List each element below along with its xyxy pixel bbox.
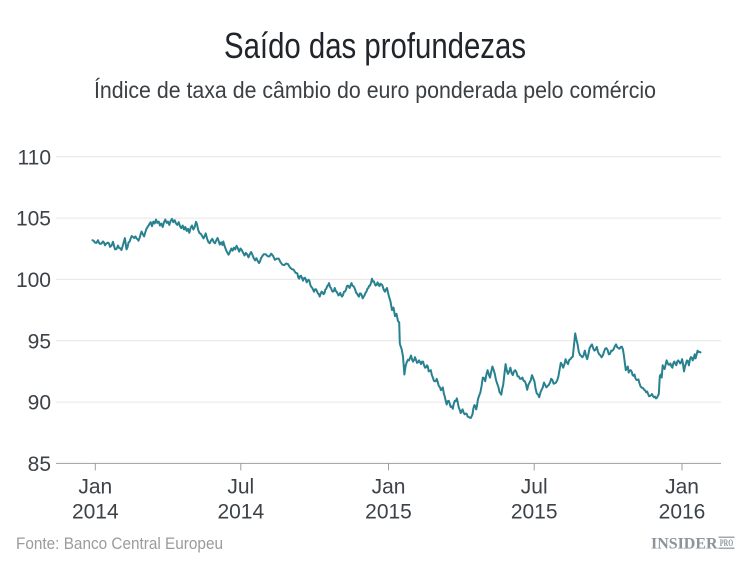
svg-text:PRO: PRO (720, 538, 734, 548)
svg-text:INSIDER: INSIDER (651, 536, 718, 553)
svg-text:85: 85 (28, 453, 51, 476)
svg-text:Jul: Jul (521, 476, 548, 499)
svg-text:90: 90 (28, 392, 51, 415)
svg-text:Jan: Jan (665, 476, 699, 499)
svg-text:Jan: Jan (78, 476, 112, 499)
svg-text:Índice de taxa de câmbio do eu: Índice de taxa de câmbio do euro pondera… (94, 77, 656, 103)
svg-text:95: 95 (28, 330, 51, 353)
svg-text:2015: 2015 (511, 500, 558, 523)
svg-text:110: 110 (18, 146, 51, 169)
svg-text:2015: 2015 (365, 500, 412, 523)
svg-text:Jul: Jul (227, 476, 254, 499)
svg-text:Jan: Jan (372, 476, 406, 499)
svg-text:105: 105 (16, 208, 51, 231)
svg-text:Saído das profundezas: Saído das profundezas (224, 25, 526, 66)
svg-text:2016: 2016 (659, 500, 706, 523)
svg-text:Fonte: Banco Central Europeu: Fonte: Banco Central Europeu (16, 534, 223, 553)
svg-text:100: 100 (16, 269, 51, 292)
svg-text:2014: 2014 (217, 500, 264, 523)
svg-text:2014: 2014 (72, 500, 119, 523)
